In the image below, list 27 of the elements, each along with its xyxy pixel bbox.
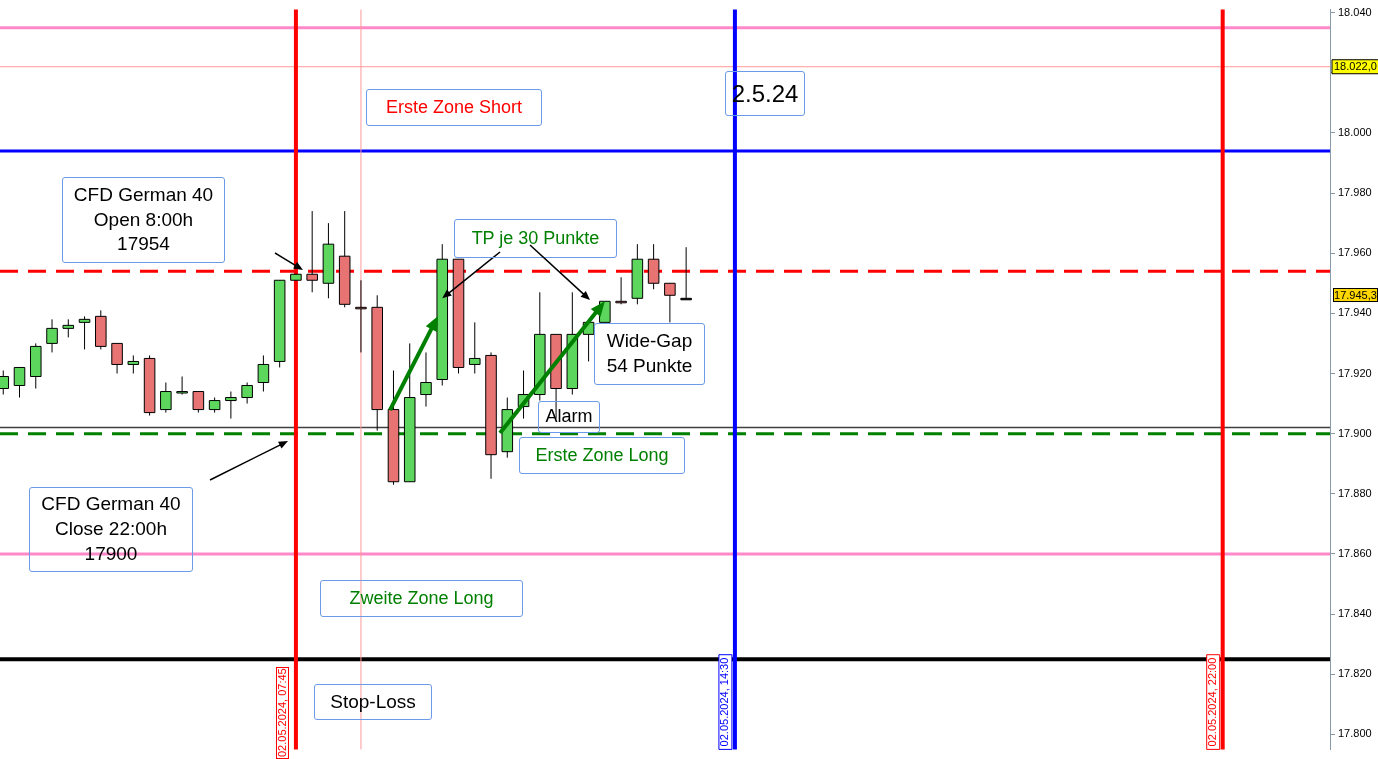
- y-tick-label: 17.980: [1338, 186, 1372, 199]
- ref-line-label: 02.05.2024, 22:00: [1206, 657, 1219, 747]
- y-tick-label: 17.840: [1338, 607, 1372, 620]
- text: 17.945,3: [1333, 288, 1378, 302]
- y-tick-label: 17.800: [1338, 727, 1372, 740]
- ref-line-label: 18.022,0: [1334, 59, 1377, 72]
- y-tick-label: 17.880: [1338, 486, 1372, 499]
- annotation: Erste Zone Short: [366, 89, 542, 126]
- y-tick-label: 17.900: [1338, 426, 1372, 439]
- annotation: CFD German 40 Close 22:00h 17900: [29, 487, 193, 572]
- annotation: Erste Zone Long: [519, 437, 685, 474]
- annotation: Zweite Zone Long: [320, 580, 523, 617]
- annotation: Alarm: [538, 401, 600, 433]
- y-tick-label: 18.000: [1338, 125, 1372, 138]
- annotation: TP je 30 Punkte: [454, 219, 617, 258]
- candlestick: [176, 375, 188, 396]
- y-tick-label: 17.940: [1338, 306, 1372, 319]
- y-tick-label: 17.920: [1338, 366, 1372, 379]
- annotation: Stop-Loss: [314, 684, 432, 720]
- annotation: CFD German 40 Open 8:00h 17954: [62, 177, 225, 263]
- y-tick-label: 18.040: [1338, 5, 1372, 18]
- y-tick-label: 17.860: [1338, 546, 1372, 559]
- candlestick: [111, 342, 123, 374]
- ref-line-label: 02.05.2024, 14:30: [718, 657, 731, 747]
- y-tick-label: 17.820: [1338, 667, 1372, 680]
- y-tick-label: 17.960: [1338, 246, 1372, 259]
- annotation: Wide-Gap 54 Punkte: [594, 323, 705, 385]
